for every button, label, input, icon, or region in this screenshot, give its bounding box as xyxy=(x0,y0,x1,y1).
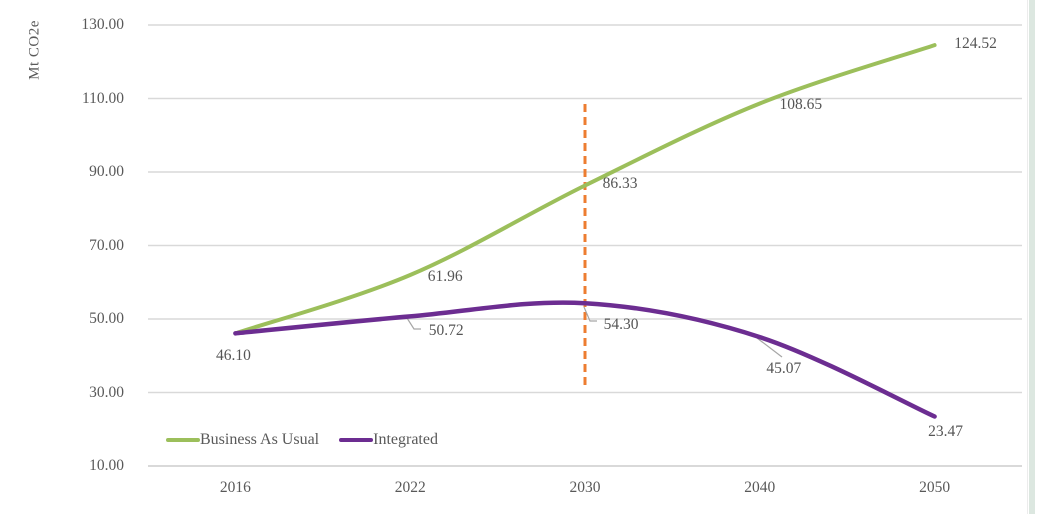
window-edge-stripe xyxy=(1029,0,1035,514)
window-edge-line xyxy=(1027,0,1028,514)
legend-label-integrated: Integrated xyxy=(373,431,438,448)
label-leader-line xyxy=(406,317,421,330)
legend-swatch-integrated xyxy=(339,438,374,442)
series-line-business-as-usual xyxy=(233,43,937,336)
chart-legend: Business As Usual Integrated xyxy=(166,429,438,451)
series-line-integrated xyxy=(233,300,937,419)
legend-item-business-as-usual: Business As Usual xyxy=(166,431,319,449)
label-leader-line xyxy=(583,306,597,322)
legend-item-integrated: Integrated xyxy=(339,431,438,449)
legend-label-business-as-usual: Business As Usual xyxy=(200,431,320,448)
legend-swatch-business-as-usual xyxy=(166,438,200,442)
label-leader-line xyxy=(756,337,783,358)
